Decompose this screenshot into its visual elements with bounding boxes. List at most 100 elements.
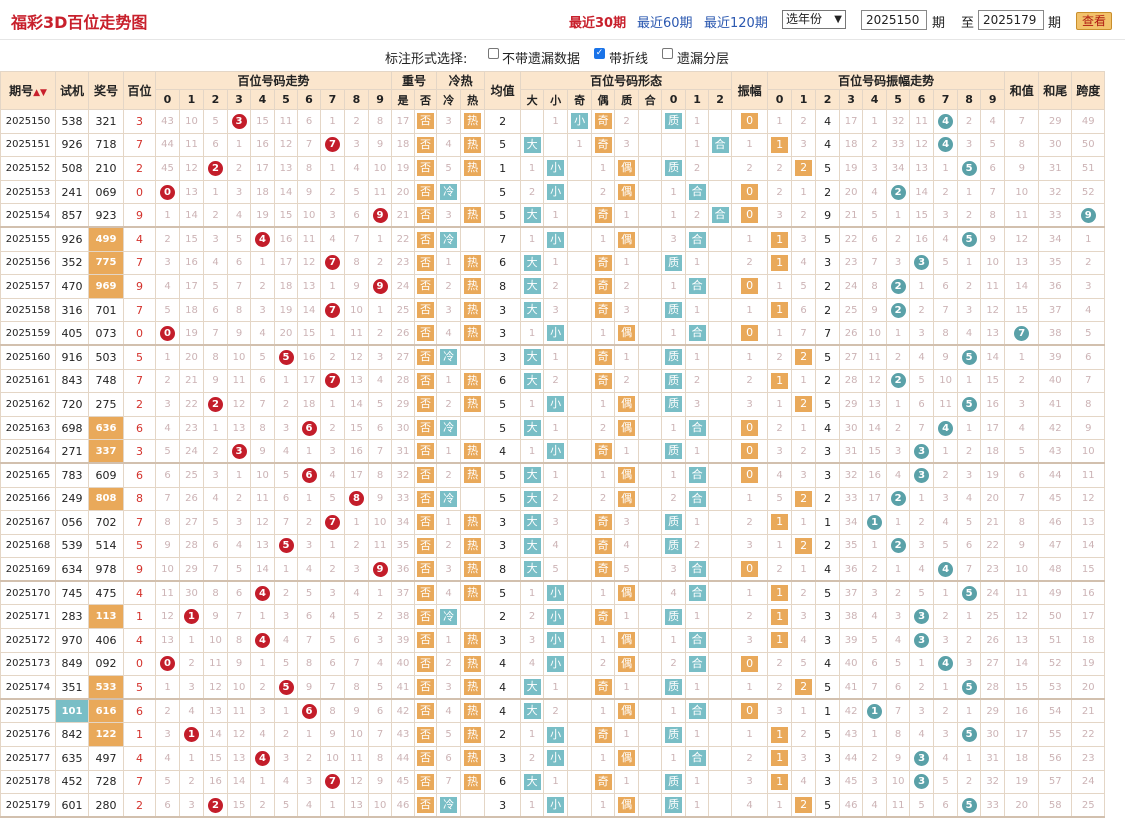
form-flag: 2 (795, 797, 813, 814)
form-flag: 大 (523, 679, 541, 696)
form-omission-cell (708, 698, 733, 724)
hotcold-flag-cell: 热 (460, 462, 486, 488)
sort-icon[interactable]: ▲▼ (33, 88, 47, 98)
amp-hit-cell: 2 (886, 368, 911, 394)
amp-omission-cell: 2 (933, 604, 959, 630)
form-flag: 大 (523, 703, 541, 720)
repeat-flag: 否 (417, 160, 435, 177)
amp-digit-header: 3 (839, 89, 864, 110)
amp-omission-cell: 4 (933, 226, 959, 252)
cold-omission-cell: 2 (436, 533, 462, 559)
amp-omission-cell: 9 (862, 297, 888, 323)
trend-omission-cell: 19 (250, 203, 275, 229)
amp-omission-cell: 8 (1071, 392, 1106, 417)
link-recent-60[interactable]: 最近60期 (637, 16, 693, 31)
form-mod3-cell: 1 (767, 722, 793, 748)
link-recent-120[interactable]: 最近120期 (704, 16, 768, 31)
checkbox-no-omission[interactable] (488, 48, 499, 59)
amp-omission-cell: 18 (1071, 628, 1106, 653)
form-flag: 质 (665, 608, 683, 625)
form-omission-cell: 1 (791, 179, 817, 205)
form-omission-cell: 3 (791, 226, 817, 252)
hotcold-flag-cell: 热 (460, 580, 486, 606)
form-omission-cell (567, 698, 593, 724)
period-cell: 2025159 (0, 321, 56, 347)
average-cell: 3 (484, 297, 522, 323)
amp-omission-cell: 1 (957, 746, 982, 771)
amp-omission-cell: 51 (1038, 628, 1073, 653)
cold-omission-cell: 3 (436, 109, 462, 134)
hundreds-digit-cell: 1 (123, 604, 156, 630)
amp-digit-header: 0 (767, 89, 793, 110)
trend-digit-header: 3 (227, 89, 251, 110)
form-mod3-cell: 0 (731, 557, 769, 583)
trend-omission-cell: 9 (320, 722, 345, 748)
form-flag: 偶 (618, 325, 636, 342)
average-cell: 2 (484, 722, 522, 748)
trend-digit-header: 9 (367, 89, 393, 110)
amp-omission-cell: 57 (1038, 769, 1073, 795)
trend-hit-cell: 2 (203, 392, 228, 417)
hot-flag: 热 (464, 443, 482, 460)
amp-omission-cell: 54 (1038, 698, 1073, 724)
period-cell: 2025168 (0, 533, 56, 559)
amp-omission-cell: 5 (1071, 321, 1106, 347)
checkbox-polyline[interactable]: ✓ (594, 48, 605, 59)
amp-omission-cell: 4 (957, 486, 982, 512)
amp-ball: 4 (938, 561, 954, 577)
repeat-flag: 否 (417, 184, 435, 201)
form-omission-cell (567, 510, 593, 535)
draw-number-cell: 923 (88, 203, 124, 229)
form-omission-cell (708, 368, 733, 394)
repeat-flag: 否 (417, 396, 435, 413)
hot-flag: 热 (464, 160, 482, 177)
col-period[interactable]: 期号▲▼ (0, 71, 56, 110)
amp-omission-cell: 1 (886, 203, 911, 229)
form-mod3-cell: 2 (791, 344, 817, 370)
trend-omission-cell: 13 (179, 179, 204, 205)
draw-number-cell: 636 (88, 415, 124, 441)
trend-omission-cell: 2 (344, 533, 369, 559)
trend-omission-cell: 2 (274, 580, 298, 606)
trend-omission-cell: 9 (344, 698, 369, 724)
from-period-input[interactable]: 2025150 (861, 10, 927, 30)
form-prime-cell: 质 (661, 510, 687, 535)
amp-omission-cell: 11 (862, 344, 888, 370)
amp-omission-cell: 2 (909, 510, 935, 535)
trend-omission-cell: 7 (344, 651, 369, 677)
form-omission-cell: 1 (543, 415, 569, 441)
trend-omission-cell: 2 (227, 486, 251, 512)
trend-omission-cell: 18 (250, 179, 275, 205)
amp-omission-cell: 10 (862, 321, 888, 347)
amp-omission-cell: 12 (1004, 226, 1040, 252)
form-omission-cell (567, 746, 593, 771)
view-button[interactable]: 查看 (1076, 12, 1112, 30)
checkbox-omission-layer[interactable] (662, 48, 673, 59)
draw-number-cell: 609 (88, 462, 124, 488)
form-omission-cell (661, 132, 687, 158)
amp-omission-cell: 20 (1004, 793, 1040, 819)
hundreds-digit-cell: 7 (123, 368, 156, 394)
trend-omission-cell: 4 (297, 557, 321, 583)
amp-omission-cell: 20 (839, 179, 864, 205)
period-cell: 2025155 (0, 226, 56, 252)
form-omission-cell: 3 (731, 533, 769, 559)
amp-omission-cell: 2 (933, 179, 959, 205)
trend-omission-cell: 15 (179, 226, 204, 252)
draw-number-cell: 499 (88, 226, 124, 252)
trend-omission-cell: 2 (155, 368, 180, 394)
to-period-label: 期 (1048, 16, 1062, 31)
amp-omission-cell: 1 (886, 392, 911, 417)
cold-omission-cell: 5 (436, 156, 462, 181)
draw-number-cell: 073 (88, 321, 124, 347)
repeat-count-cell: 35 (391, 533, 416, 559)
amp-omission-cell: 5 (1004, 439, 1040, 465)
form-flag: 质 (665, 113, 683, 130)
to-period-input[interactable]: 2025179 (978, 10, 1044, 30)
year-select[interactable]: 选年份 ▼ (782, 10, 846, 29)
draw-number-cell: 978 (88, 557, 124, 583)
repeat-flag: 否 (417, 443, 435, 460)
link-recent-30[interactable]: 最近30期 (569, 16, 627, 31)
amp-omission-cell: 11 (1004, 203, 1040, 229)
form-prime-cell: 质 (661, 392, 687, 417)
